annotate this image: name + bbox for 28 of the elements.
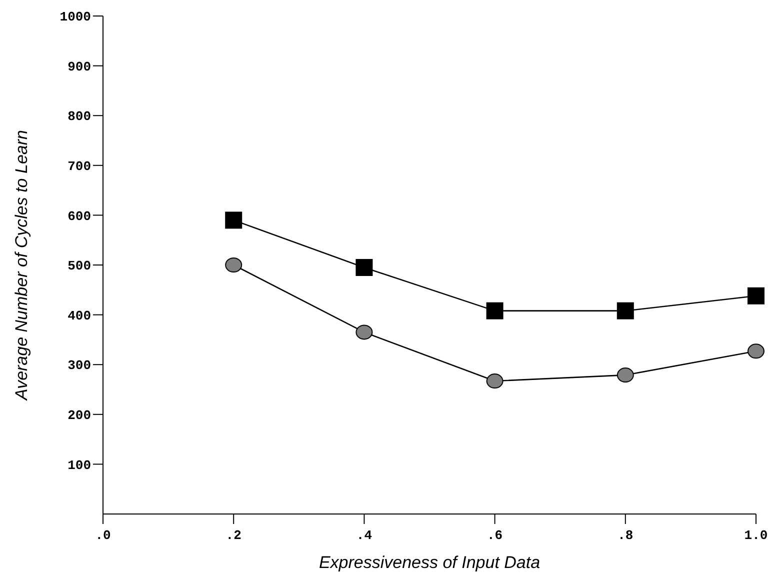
x-tick-label: .4 xyxy=(356,528,372,544)
x-tick-label: .6 xyxy=(486,528,503,544)
point xyxy=(616,368,634,383)
point xyxy=(356,258,373,276)
y-tick-label: 100 xyxy=(68,458,92,473)
y-tick-label: 700 xyxy=(68,159,92,174)
x-tick-label: .0 xyxy=(95,528,111,544)
point xyxy=(748,344,764,359)
x-axis-title: Expressiveness of Input Data xyxy=(318,553,540,572)
x-tick-label: 1.0 xyxy=(744,528,768,544)
y-tick-label: 400 xyxy=(68,308,92,324)
y-axis-title: Average Number of Cycles to Learn xyxy=(12,130,32,401)
y-tick-label: 200 xyxy=(68,408,92,424)
point xyxy=(356,324,373,340)
point xyxy=(486,302,504,320)
x-tick-label: .2 xyxy=(226,528,242,544)
y-tick-label: 300 xyxy=(68,358,92,374)
point xyxy=(486,374,504,389)
y-tick-label: 600 xyxy=(68,208,92,224)
y-tick-label: 900 xyxy=(68,59,92,74)
y-tick-label: 800 xyxy=(68,109,92,124)
y-tick-label: 1000 xyxy=(60,10,92,25)
point xyxy=(225,258,242,272)
point xyxy=(748,287,764,304)
point xyxy=(225,212,242,229)
y-tick-label: 500 xyxy=(68,258,92,274)
point xyxy=(616,302,634,320)
x-tick-label: .8 xyxy=(618,528,634,544)
